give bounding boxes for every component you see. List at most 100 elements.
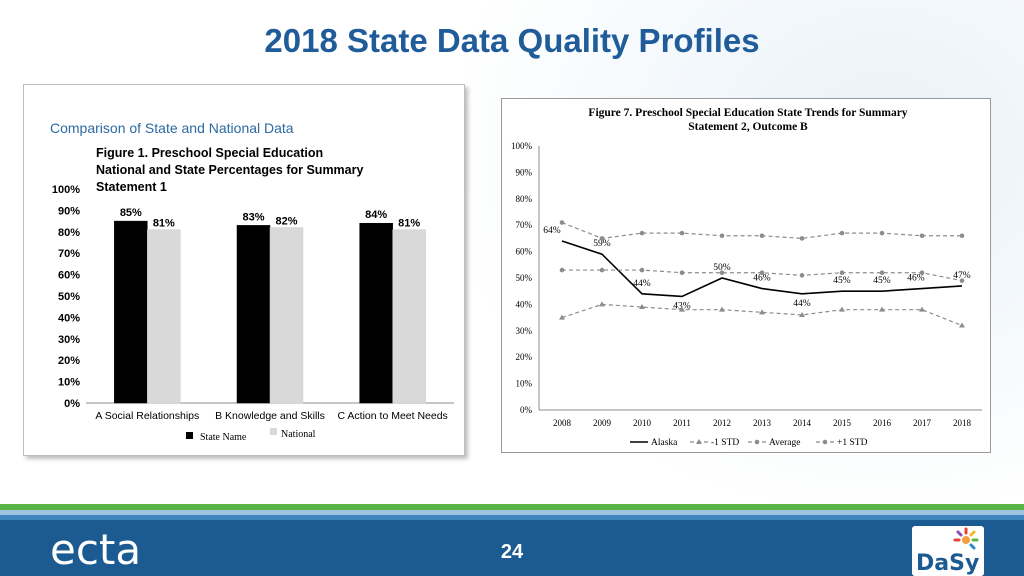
line-x-tick-label: 2012 [713,418,731,428]
legend-label: -1 STD [711,438,739,448]
legend-label: Average [769,438,800,448]
bar [269,227,304,404]
series-marker [719,270,725,276]
bar-category-label: C Action to Meet Needs [338,410,448,422]
series-marker [879,270,885,276]
line-y-tick-label: 80% [516,194,533,204]
bar-y-tick-label: 90% [58,205,80,217]
bar [392,229,426,404]
bar [359,222,393,404]
bar [236,225,271,404]
legend-label-state: State Name [200,432,247,443]
legend-marker [696,439,702,444]
series-marker [599,267,605,273]
legend-swatch-state [186,432,193,439]
series-marker [639,230,645,236]
series-line-state [561,240,963,298]
line-data-label: 44% [633,279,651,289]
line-chart-title-line: Figure 7. Preschool Special Education St… [588,107,907,119]
series-marker [679,230,685,236]
footer-stripe-green [0,504,1024,510]
line-data-label: 43% [673,301,691,311]
line-data-label: 50% [713,263,731,273]
series-marker [839,270,845,276]
bar-category-label: B Knowledge and Skills [215,410,325,422]
line-y-tick-label: 50% [516,273,533,283]
bar-chart: Comparison of State and National Data Fig… [50,120,454,443]
series-marker [719,233,725,239]
line-data-label: 46% [907,274,925,284]
bar-chart-panel: Comparison of State and National Data Fig… [23,84,465,456]
series-marker [879,230,885,236]
line-chart-panel: Figure 7. Preschool Special Education St… [501,98,991,453]
bar-chart-title-line: Statement 1 [96,180,167,194]
bar-y-tick-label: 70% [58,248,80,260]
series-marker [879,306,885,312]
line-x-tick-label: 2017 [913,418,932,428]
line-x-tick-label: 2015 [833,418,852,428]
series-marker [559,220,565,225]
line-y-tick-label: 10% [516,379,533,389]
bar [147,229,181,404]
bar-data-label: 85% [120,207,142,219]
bar-chart-title-line: National and State Percentages for Summa… [96,163,363,177]
line-x-tick-label: 2011 [673,418,691,428]
series-marker [919,306,925,312]
line-data-label: 44% [793,299,811,309]
series-marker [959,278,965,283]
series-marker [559,267,565,273]
bar-data-label: 83% [242,211,264,223]
series-marker [919,270,925,276]
bar-y-tick-label: 40% [58,312,80,324]
series-marker [799,311,805,317]
line-chart: Figure 7. Preschool Special Education St… [511,107,982,448]
svg-text:DaSy: DaSy [916,551,979,576]
line-y-tick-label: 70% [516,220,533,230]
bar-data-label: 81% [153,218,175,230]
ecta-logo: ecta [50,526,141,572]
footer-stripe-blue [0,515,1024,520]
line-y-tick-label: 40% [516,299,533,309]
series-line-dashed [561,303,963,327]
series-marker [799,273,805,278]
line-data-label: 47% [953,271,971,281]
series-marker [679,306,685,312]
legend-label: Alaska [651,438,678,448]
legend-label: +1 STD [837,438,868,448]
line-chart-title-line: Statement 2, Outcome B [688,121,808,133]
dasy-logo: DaSy [912,526,984,576]
series-marker [959,233,965,239]
bar-y-tick-label: 0% [64,398,80,410]
bar-category-label: A Social Relationships [95,410,199,422]
line-x-tick-label: 2014 [793,418,812,428]
series-marker [599,236,605,241]
series-marker [759,270,765,276]
svg-text:ecta: ecta [50,526,141,572]
line-data-label: 59% [593,239,611,249]
line-y-tick-label: 60% [516,247,533,257]
line-x-tick-label: 2018 [953,418,972,428]
line-y-tick-label: 0% [520,405,533,415]
series-marker [559,314,565,320]
bar-data-label: 81% [398,218,420,230]
bar-data-label: 82% [275,216,297,228]
line-x-tick-label: 2010 [633,418,652,428]
legend-marker [822,439,828,445]
series-marker [679,270,685,276]
series-marker [799,236,805,241]
line-data-label: 46% [753,274,771,284]
series-marker [839,230,845,236]
line-y-tick-label: 100% [511,141,533,151]
bar-y-tick-label: 80% [58,227,80,239]
bar [114,220,148,404]
bar-chart-title-line: Figure 1. Preschool Special Education [96,146,323,160]
bar-y-tick-label: 20% [58,355,80,367]
footer-stripe-light [0,510,1024,515]
series-marker [839,306,845,312]
legend-marker [754,439,760,445]
legend-swatch-national [270,428,277,435]
page-number: 24 [500,541,524,563]
line-x-tick-label: 2016 [873,418,892,428]
series-marker [639,267,645,273]
bar-y-tick-label: 10% [58,377,80,389]
